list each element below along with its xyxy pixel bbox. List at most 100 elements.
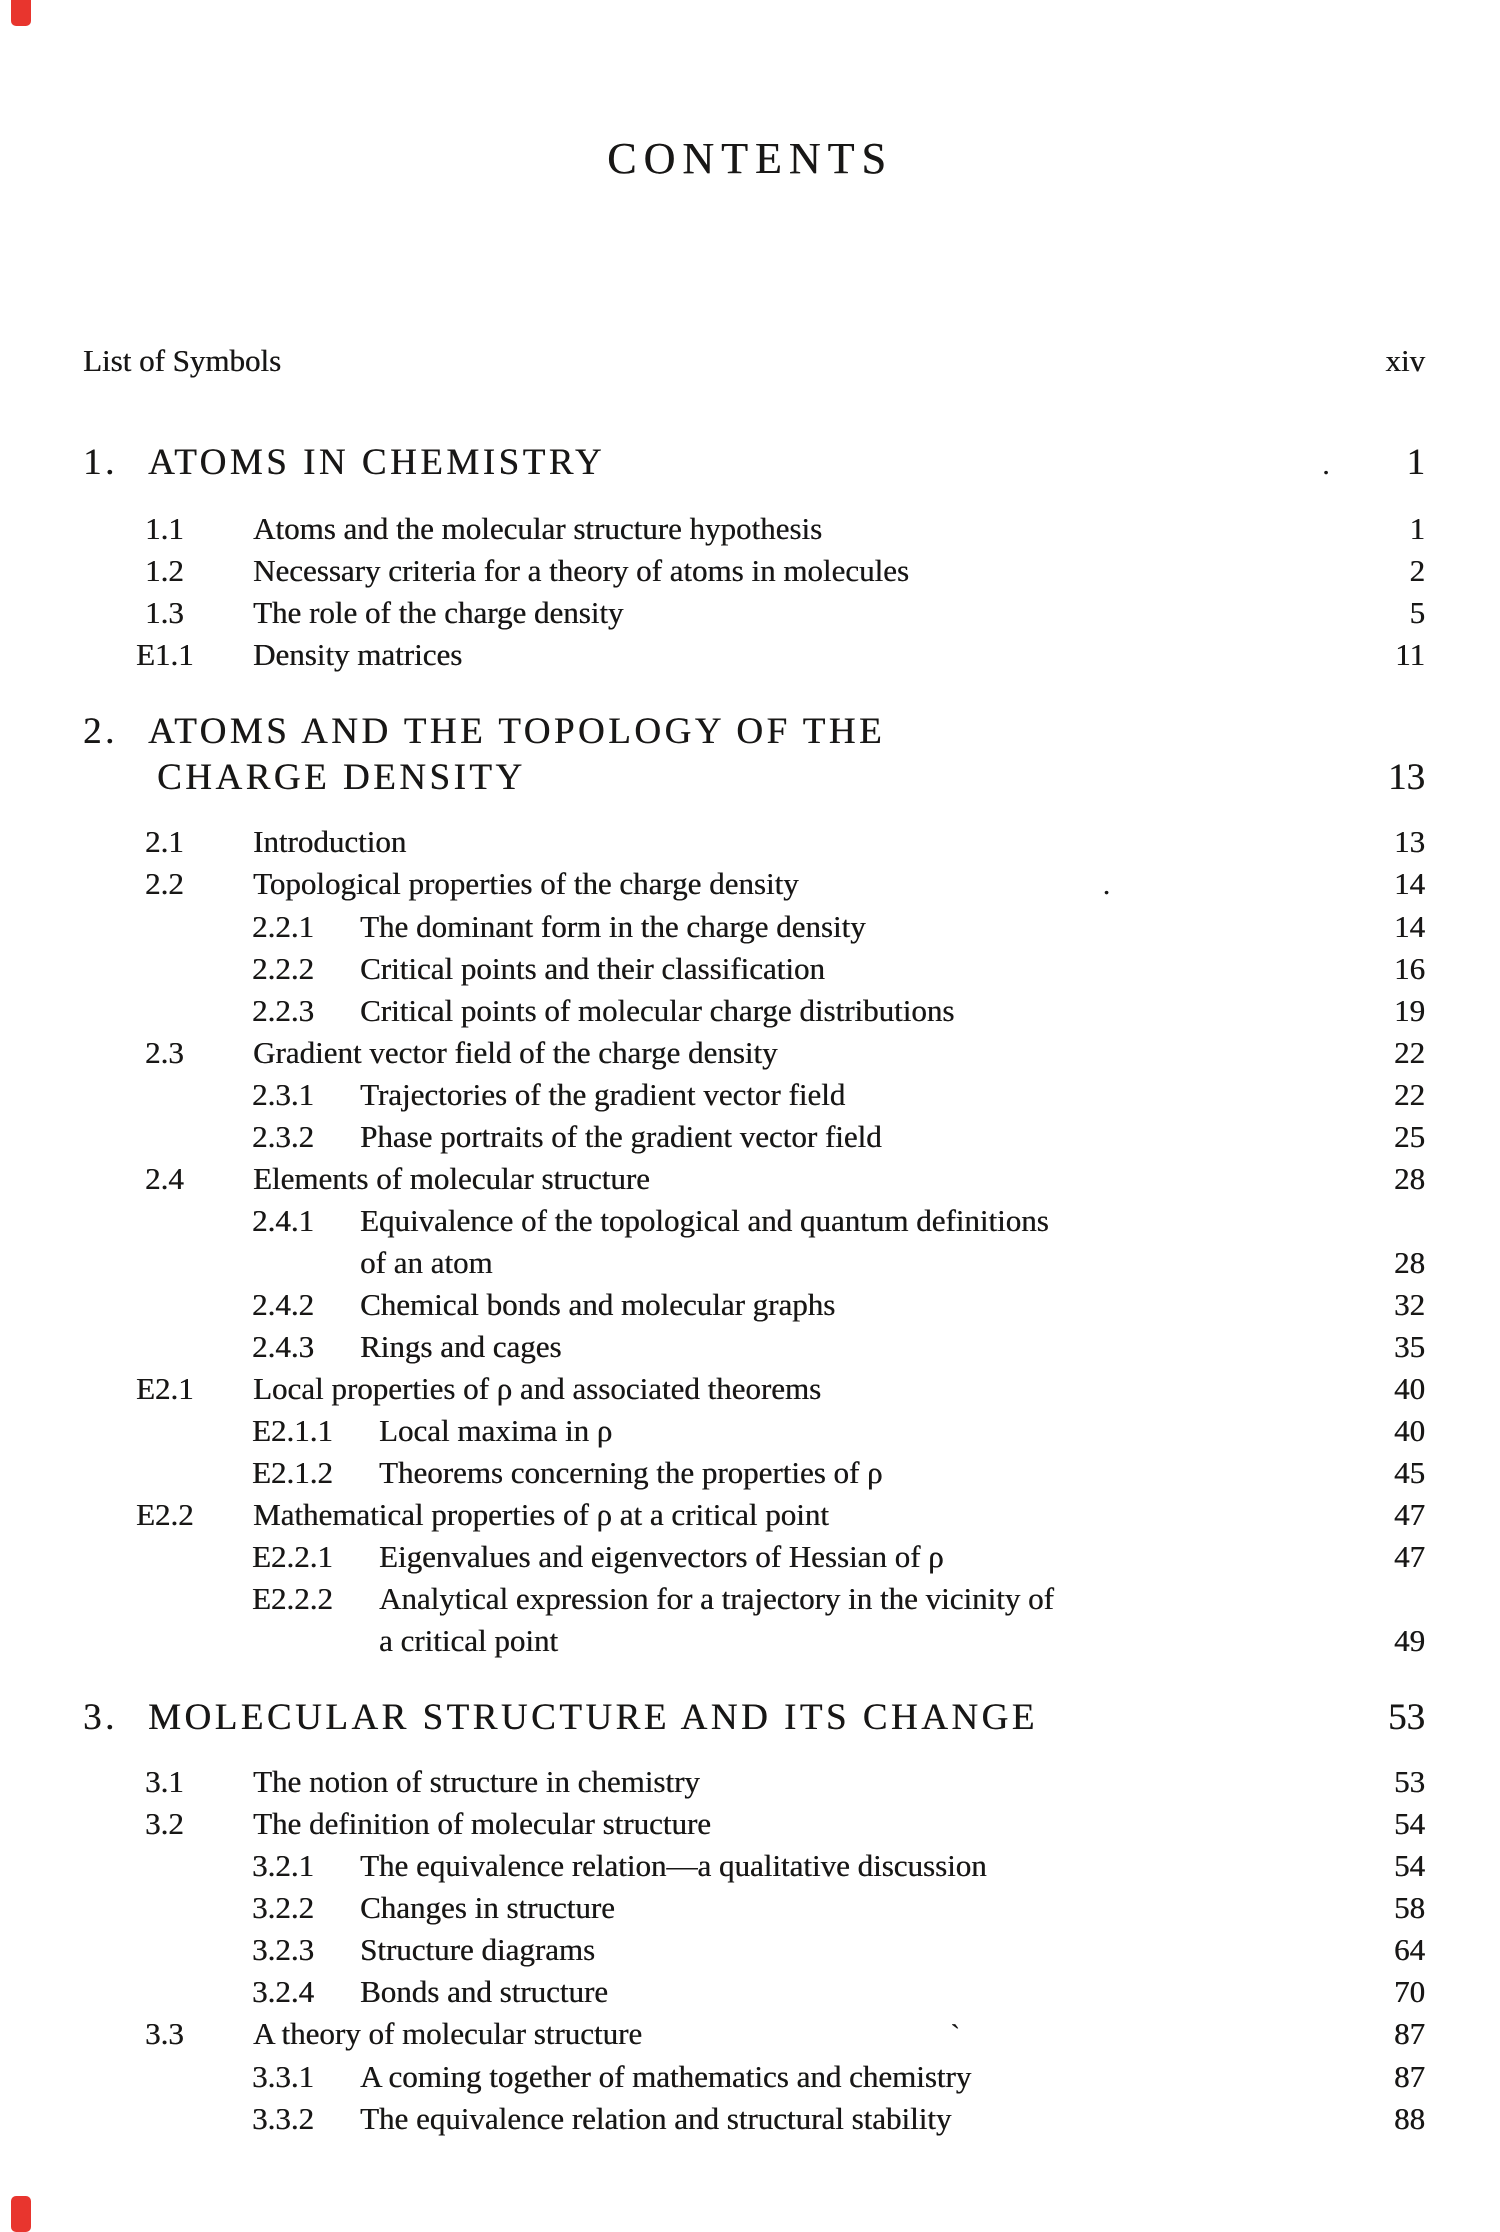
entry-title: The equivalence relation—a qualitative d… [360, 1848, 987, 1883]
entry-title-cell: Atoms and the molecular structure hypoth… [253, 508, 1355, 550]
entry-title-cell: A theory of molecular structure ` [253, 2013, 1355, 2056]
section-number: 1. [83, 442, 118, 483]
entry-title: The definition of molecular structure [253, 1806, 711, 1841]
toc-entry-line: 3.3.1 A coming together of mathematics an… [83, 2056, 1425, 2098]
entry-title-cell: Necessary criteria for a theory of atoms… [253, 550, 1355, 592]
entry-title: Eigenvalues and eigenvectors of Hessian … [378, 1539, 944, 1574]
entry-number: 2.2 [145, 866, 184, 901]
entry-title: The notion of structure in chemistry [253, 1764, 700, 1799]
entry-title: Density matrices [253, 637, 463, 672]
entry-page-number: 40 [1394, 1413, 1425, 1448]
entry-number: 1.1 [145, 511, 184, 546]
entry-page-number: 35 [1394, 1329, 1425, 1364]
entry-page-number: 54 [1394, 1806, 1425, 1841]
entry-page-number: 11 [1395, 637, 1425, 672]
entry-number: 2.2.3 [252, 993, 314, 1028]
section-title: CHARGE DENSITY [157, 757, 526, 798]
entry-number: 3.3 [145, 2016, 184, 2051]
toc-entry-line: 3.2.4 Bonds and structure 70 [83, 1971, 1425, 2013]
entry-title: Rings and cages [360, 1329, 562, 1364]
entry-page-number: 64 [1394, 1932, 1425, 1967]
toc-entry-line: 2.3.2 Phase portraits of the gradient vec… [83, 1116, 1425, 1158]
toc-entry-line: 2.3.1 Trajectories of the gradient vector… [83, 1074, 1425, 1116]
entry-title-cell: Local maxima in ρ [379, 1410, 1355, 1452]
entry-title: Changes in structure [360, 1890, 615, 1925]
entry-page-number: 87 [1394, 2016, 1425, 2051]
toc-entry-line: 3.2.2 Changes in structure 58 [83, 1887, 1425, 1929]
entry-number: E2.2.1 [252, 1539, 333, 1574]
entry-title: Structure diagrams [360, 1932, 596, 1967]
entry-title: Gradient vector field of the charge dens… [253, 1035, 778, 1070]
entry-title-cell: Critical points of molecular charge dist… [360, 990, 1355, 1032]
toc-entry-line: 2.4.3 Rings and cages 35 [83, 1326, 1425, 1368]
toc-entry-line: E2.2.2 Analytical expression for a trajec… [83, 1578, 1425, 1620]
section-title-cell: MOLECULAR STRUCTURE AND ITS CHANGE [148, 1695, 1355, 1741]
entry-number: E2.1 [136, 1371, 194, 1406]
entry-number: 3.3.2 [252, 2101, 314, 2136]
section-title-cell: ATOMS AND THE TOPOLOGY OF THE [148, 709, 1355, 755]
section-entries: 2.1 Introduction 13 2.2 Topological properti… [83, 821, 1425, 1662]
entry-page-number: 25 [1394, 1119, 1425, 1154]
entry-title: Local properties of ρ and associated the… [253, 1371, 822, 1406]
entry-number: 2.4.2 [252, 1287, 314, 1322]
entry-title-cell: Critical points and their classification [360, 948, 1355, 990]
entry-title: Analytical expression for a trajectory i… [378, 1581, 1054, 1616]
entry-number: 2.2.1 [252, 909, 314, 944]
entry-number: 3.2.4 [252, 1974, 314, 2009]
entry-title-cell: Local properties of ρ and associated the… [253, 1368, 1355, 1410]
scan-red-mark-bottom-left [11, 2196, 31, 2232]
entry-title: The dominant form in the charge density [360, 909, 866, 944]
toc-entry-line: 3.3 A theory of molecular structure ` 87 [83, 2013, 1425, 2056]
entry-title-cell: Rings and cages [360, 1326, 1355, 1368]
toc-entry-line: 3.1 The notion of structure in chemistry 5… [83, 1761, 1425, 1803]
entry-page-number: 40 [1394, 1371, 1425, 1406]
section-entries: 3.1 The notion of structure in chemistry 5… [83, 1761, 1425, 2140]
toc-entry-line: 1.2 Necessary criteria for a theory of at… [83, 550, 1425, 592]
entry-number: 2.3.1 [252, 1077, 314, 1112]
front-matter-page-number: xiv [1385, 343, 1425, 378]
entry-page-number: 28 [1394, 1161, 1425, 1196]
entry-title-cell: Topological properties of the charge den… [253, 863, 1355, 906]
entry-number: 3.2 [145, 1806, 184, 1841]
section-title-cell: CHARGE DENSITY [148, 755, 1355, 801]
toc-entry-line: 1.3 The role of the charge density 5 [83, 592, 1425, 634]
toc-entry-line: 3.2 The definition of molecular structure… [83, 1803, 1425, 1845]
section-title: MOLECULAR STRUCTURE AND ITS CHANGE [148, 1697, 1038, 1738]
toc-entry-line: 3.2.3 Structure diagrams 64 [83, 1929, 1425, 1971]
entry-number: E2.1.2 [252, 1455, 333, 1490]
entry-number: 3.1 [145, 1764, 184, 1799]
entry-page-number: 47 [1394, 1539, 1425, 1574]
entry-title-cell: Introduction [253, 821, 1355, 863]
entry-title-cell: Bonds and structure [360, 1971, 1355, 2013]
section-heading-line: 3. MOLECULAR STRUCTURE AND ITS CHANGE 53 [83, 1695, 1425, 1741]
toc-entry-line: 2.2.3 Critical points of molecular charge… [83, 990, 1425, 1032]
front-matter-row: List of Symbols xiv [83, 340, 1425, 382]
scan-speck: . [1322, 449, 1333, 481]
front-matter-title-cell: List of Symbols [83, 340, 1355, 382]
entry-title-cell: Trajectories of the gradient vector fiel… [360, 1074, 1355, 1116]
entry-title: The role of the charge density [253, 595, 624, 630]
entry-page-number: 13 [1394, 824, 1425, 859]
toc-section: 3. MOLECULAR STRUCTURE AND ITS CHANGE 53 3.… [83, 1695, 1425, 2140]
entry-title-cell: Eigenvalues and eigenvectors of Hessian … [379, 1536, 1355, 1578]
entry-number: E2.2 [136, 1497, 194, 1532]
toc-entry-line: 2.3 Gradient vector field of the charge d… [83, 1032, 1425, 1074]
entry-title-cell: Analytical expression for a trajectory i… [379, 1578, 1355, 1620]
entry-number: 2.2.2 [252, 951, 314, 986]
toc-entry-line: 1.1 Atoms and the molecular structure hyp… [83, 508, 1425, 550]
entry-title-cell: The role of the charge density [253, 592, 1355, 634]
entry-title-cell: A coming together of mathematics and che… [360, 2056, 1355, 2098]
entry-title: Chemical bonds and molecular graphs [360, 1287, 836, 1322]
entry-title-cell: of an atom [360, 1242, 1355, 1284]
entry-page-number: 22 [1394, 1035, 1425, 1070]
section-number: 3. [83, 1697, 118, 1738]
section-heading: 3. MOLECULAR STRUCTURE AND ITS CHANGE 53 [83, 1695, 1425, 1741]
entry-title-cell: The definition of molecular structure [253, 1803, 1355, 1845]
section-entries: 1.1 Atoms and the molecular structure hyp… [83, 508, 1425, 676]
entry-title-cell: The notion of structure in chemistry [253, 1761, 1355, 1803]
toc-entry-line: E2.2.1 Eigenvalues and eigenvectors of He… [83, 1536, 1425, 1578]
entry-page-number: 22 [1394, 1077, 1425, 1112]
entry-title-cell: a critical point [379, 1620, 1355, 1662]
